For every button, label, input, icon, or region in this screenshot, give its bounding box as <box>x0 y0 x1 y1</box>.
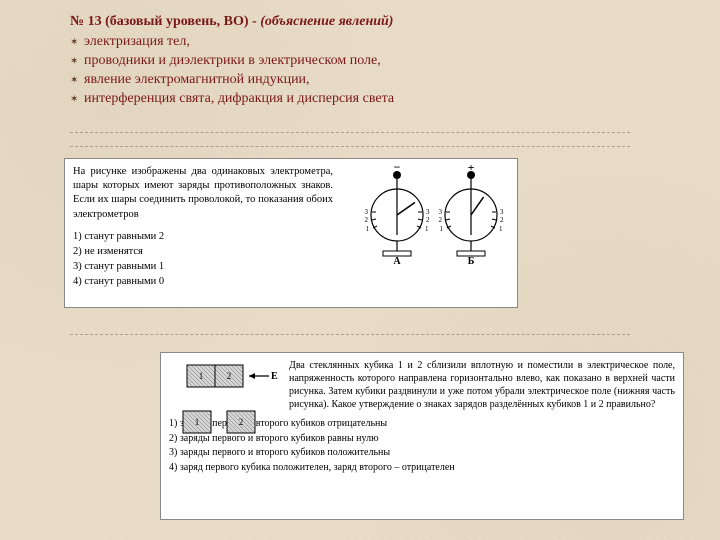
sign-b-label: + <box>468 165 475 174</box>
bullet-icon: ✶ <box>70 94 84 105</box>
problem-2-text: Два стеклянных кубика 1 и 2 сблизили впл… <box>289 359 675 411</box>
title-italic: (объяснение явлений) <box>260 14 393 29</box>
svg-text:1: 1 <box>499 225 503 233</box>
svg-text:2: 2 <box>500 216 504 224</box>
svg-text:2: 2 <box>365 216 369 224</box>
bullet-text: электризация тел, <box>84 34 190 50</box>
sign-a-label: − <box>394 165 401 174</box>
problem-1-text: На рисунке изображены два одинаковых эле… <box>73 165 333 222</box>
svg-text:2: 2 <box>439 216 443 224</box>
svg-text:2: 2 <box>239 417 244 427</box>
title-prefix: № 13 (базовый уровень, ВО) - <box>70 14 260 29</box>
label-a: А <box>393 256 401 265</box>
problem-1-box: На рисунке изображены два одинаковых эле… <box>64 158 518 308</box>
svg-text:2: 2 <box>426 216 430 224</box>
svg-text:3: 3 <box>426 208 430 216</box>
bullet-text: явление электромагнитной индукции, <box>84 72 310 88</box>
divider <box>70 132 630 133</box>
bullet-text: интерференция свята, дифракция и дисперс… <box>84 91 394 107</box>
svg-text:3: 3 <box>500 208 504 216</box>
svg-text:1: 1 <box>366 225 370 233</box>
bullet-text: проводники и диэлектрики в электрическом… <box>84 53 381 69</box>
bullet-row: ✶ интерференция свята, дифракция и диспе… <box>70 91 630 107</box>
bullet-icon: ✶ <box>70 75 84 86</box>
answer-option: 4) заряд первого кубика положителен, зар… <box>169 461 675 475</box>
bullet-icon: ✶ <box>70 37 84 48</box>
divider <box>70 146 630 147</box>
bullet-row: ✶ электризация тел, <box>70 34 630 50</box>
label-b: Б <box>468 256 475 265</box>
bullet-row: ✶ проводники и диэлектрики в электрическ… <box>70 53 630 69</box>
problem-2-box: 1 2 E 1 2 Два стеклянных кубика 1 и 2 сб… <box>160 352 684 520</box>
svg-text:3: 3 <box>365 208 369 216</box>
bullet-icon: ✶ <box>70 56 84 67</box>
svg-text:1: 1 <box>195 417 200 427</box>
bullet-row: ✶ явление электромагнитной индукции, <box>70 72 630 88</box>
answer-option: 4) станут равными 0 <box>73 275 509 289</box>
problem-2-figure: 1 2 E 1 2 <box>169 359 279 449</box>
svg-text:3: 3 <box>439 208 443 216</box>
header-block: № 13 (базовый уровень, ВО) - (объяснение… <box>70 14 630 110</box>
svg-text:E: E <box>271 371 278 382</box>
divider <box>70 334 630 335</box>
svg-text:1: 1 <box>199 371 204 381</box>
svg-text:1: 1 <box>440 225 444 233</box>
svg-text:1: 1 <box>425 225 429 233</box>
svg-text:2: 2 <box>227 371 232 381</box>
title-line: № 13 (базовый уровень, ВО) - (объяснение… <box>70 14 630 30</box>
problem-1-figure: − 1 2 3 1 2 3 <box>359 165 509 265</box>
